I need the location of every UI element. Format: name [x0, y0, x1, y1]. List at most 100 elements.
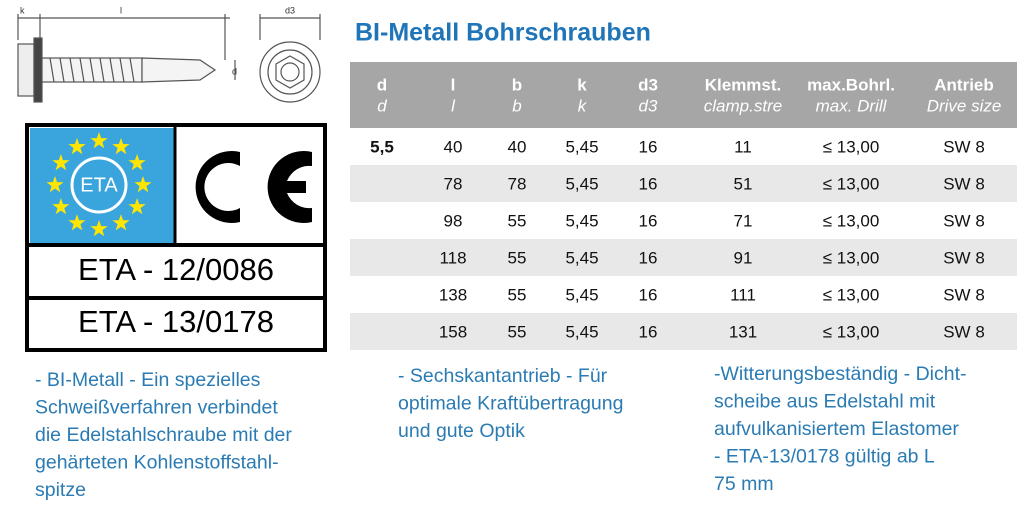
header-cell: max.Bohrl. — [807, 75, 895, 94]
header-cell-en: l — [451, 96, 456, 115]
cell: 11 — [734, 137, 752, 156]
cell: 40 — [508, 137, 527, 156]
cell: 55 — [508, 322, 527, 341]
cell: SW 8 — [943, 285, 985, 304]
cell: 78 — [508, 174, 527, 193]
row-bg — [350, 165, 1017, 202]
star — [68, 214, 86, 231]
header-cell: l — [451, 75, 456, 94]
cell: 16 — [639, 174, 658, 193]
star — [90, 132, 108, 149]
header-cell-en: clamp.stre — [704, 96, 782, 115]
cell: 5,45 — [565, 211, 598, 230]
star — [90, 220, 108, 237]
dim-label: d — [232, 66, 237, 76]
row-bg — [350, 239, 1017, 276]
title: BI-Metall Bohrschrauben — [355, 19, 651, 47]
cell: 5,45 — [565, 285, 598, 304]
cell: ≤ 13,00 — [823, 211, 880, 230]
cell: ≤ 13,00 — [823, 248, 880, 267]
cell: ≤ 13,00 — [823, 174, 880, 193]
cell: 16 — [639, 322, 658, 341]
cell: 16 — [639, 248, 658, 267]
cell: 5,45 — [565, 174, 598, 193]
header-cell: k — [577, 75, 587, 94]
cell: 16 — [639, 137, 658, 156]
cell: 16 — [639, 285, 658, 304]
header-cell-en: k — [578, 96, 588, 115]
star — [128, 198, 146, 215]
logo — [25, 123, 327, 352]
approval: ETA - 12/0086 — [78, 252, 274, 287]
cell: 55 — [508, 211, 527, 230]
cell: SW 8 — [943, 211, 985, 230]
cell: 5,45 — [565, 137, 598, 156]
cell: 91 — [734, 248, 753, 267]
screw-drawing — [17, 14, 321, 103]
cell: 118 — [439, 248, 466, 267]
cell: 55 — [508, 248, 527, 267]
dim-label: l — [120, 5, 122, 15]
header-cell: d — [377, 75, 387, 94]
cell: SW 8 — [943, 248, 985, 267]
star — [112, 214, 130, 231]
cell: SW 8 — [943, 322, 985, 341]
note-line: optimale Kraftübertragung — [398, 393, 623, 415]
cell: ≤ 13,00 — [823, 322, 880, 341]
note-line: scheibe aus Edelstahl mit — [714, 391, 936, 413]
cell: SW 8 — [943, 137, 985, 156]
header-bg — [350, 62, 1017, 128]
star — [128, 154, 146, 171]
notes: - BI-Metall - Ein spezielles Schweißverfa… — [35, 363, 967, 501]
cell: 131 — [729, 322, 757, 341]
header-cell-en: max. Drill — [816, 96, 888, 115]
cell: ≤ 13,00 — [823, 285, 880, 304]
star — [52, 154, 70, 171]
header-cell: d3 — [638, 75, 658, 94]
cell: 55 — [508, 285, 527, 304]
cell: 78 — [444, 174, 463, 193]
dim-label: k — [20, 5, 25, 15]
star — [46, 176, 64, 193]
star — [52, 198, 70, 215]
header-cell-en: d — [377, 96, 387, 115]
cell: 16 — [639, 211, 658, 230]
dim-label: d3 — [285, 5, 295, 15]
header-cell-en: d3 — [639, 96, 658, 115]
row-bg — [350, 313, 1017, 350]
note-line: -Witterungsbeständig - Dicht- — [714, 363, 967, 385]
header-cell: b — [512, 75, 522, 94]
note-line: - ETA-13/0178 gültig ab L — [714, 446, 935, 468]
cell: SW 8 — [943, 174, 985, 193]
note-line: und gute Optik — [398, 420, 525, 442]
cell: 5,45 — [565, 248, 598, 267]
cell: 40 — [444, 137, 463, 156]
note-line: 75 mm — [714, 473, 774, 495]
cell: 158 — [439, 322, 467, 341]
star — [68, 137, 86, 155]
note-line: aufvulkanisiertem Elastomer — [714, 418, 959, 440]
note-line: gehärteten Kohlenstoffstahl- — [35, 452, 279, 474]
cell: ≤ 13,00 — [823, 137, 880, 156]
cell: 51 — [734, 174, 753, 193]
star — [134, 176, 152, 193]
cell: 111 — [730, 285, 756, 304]
header-cell: Antrieb — [934, 75, 994, 94]
cell: 5,5 — [370, 137, 394, 156]
note-line: - BI-Metall - Ein spezielles — [35, 369, 261, 391]
cell: 138 — [439, 285, 467, 304]
cell: 98 — [444, 211, 463, 230]
cell: 5,45 — [565, 322, 598, 341]
note-line: spitze — [35, 479, 86, 501]
cell: 71 — [734, 211, 753, 230]
approval: ETA - 13/0178 — [78, 304, 274, 339]
header-cell-en: Drive size — [927, 96, 1002, 115]
note-line: - Sechskantantrieb - Für — [398, 365, 608, 387]
eta-mark: ETA — [80, 174, 118, 196]
star — [112, 137, 130, 155]
header-cell-en: b — [512, 96, 521, 115]
table: dd ll bb kk d3 d3 Klemmst. clamp.stre max.Bohrl.… — [350, 62, 1017, 350]
note-line: die Edelstahlschraube mit der — [35, 424, 292, 446]
